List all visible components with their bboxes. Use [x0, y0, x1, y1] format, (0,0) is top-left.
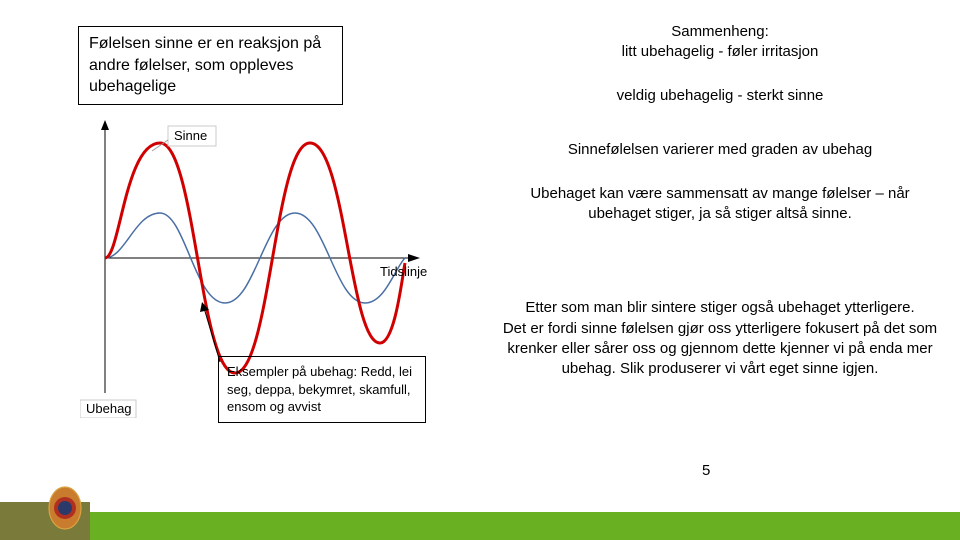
page-number: 5 — [702, 462, 710, 479]
context-heading-block: Sammenheng: litt ubehagelig - føler irri… — [520, 22, 920, 63]
footer-badge — [48, 486, 82, 530]
paragraph-variation-text: Sinnefølelsen varierer med graden av ube… — [500, 140, 940, 160]
x-axis-arrow — [408, 254, 420, 262]
ubehag-label: Ubehag — [86, 401, 132, 416]
intro-text: Følelsen sinne er en reaksjon på andre f… — [89, 35, 321, 95]
paragraph-composite-text: Ubehaget kan være sammensatt av mange fø… — [520, 184, 920, 225]
context-line1: litt ubehagelig - føler irritasjon — [520, 42, 920, 62]
sinne-label: Sinne — [174, 128, 207, 143]
slide: Følelsen sinne er en reaksjon på andre f… — [0, 0, 960, 540]
intro-box: Følelsen sinne er en reaksjon på andre f… — [78, 26, 343, 105]
context-line2: veldig ubehagelig - sterkt sinne — [520, 86, 920, 106]
examples-box: Eksempler på ubehag: Redd, lei seg, depp… — [218, 356, 426, 423]
footer-green — [90, 512, 960, 540]
paragraph-escalation-text: Etter som man blir sintere stiger også u… — [498, 298, 942, 379]
paragraph-composite: Ubehaget kan være sammensatt av mange fø… — [520, 184, 920, 225]
context-line2-block: veldig ubehagelig - sterkt sinne — [520, 86, 920, 106]
tidslinje-label: Tidslinje — [380, 264, 427, 279]
examples-text: Eksempler på ubehag: Redd, lei seg, depp… — [227, 364, 412, 414]
y-axis-arrow — [101, 120, 109, 130]
badge-center — [58, 501, 72, 515]
paragraph-variation: Sinnefølelsen varierer med graden av ube… — [500, 140, 940, 160]
example-pointer — [204, 308, 220, 362]
context-heading: Sammenheng: — [520, 22, 920, 42]
paragraph-escalation: Etter som man blir sintere stiger også u… — [498, 278, 942, 400]
